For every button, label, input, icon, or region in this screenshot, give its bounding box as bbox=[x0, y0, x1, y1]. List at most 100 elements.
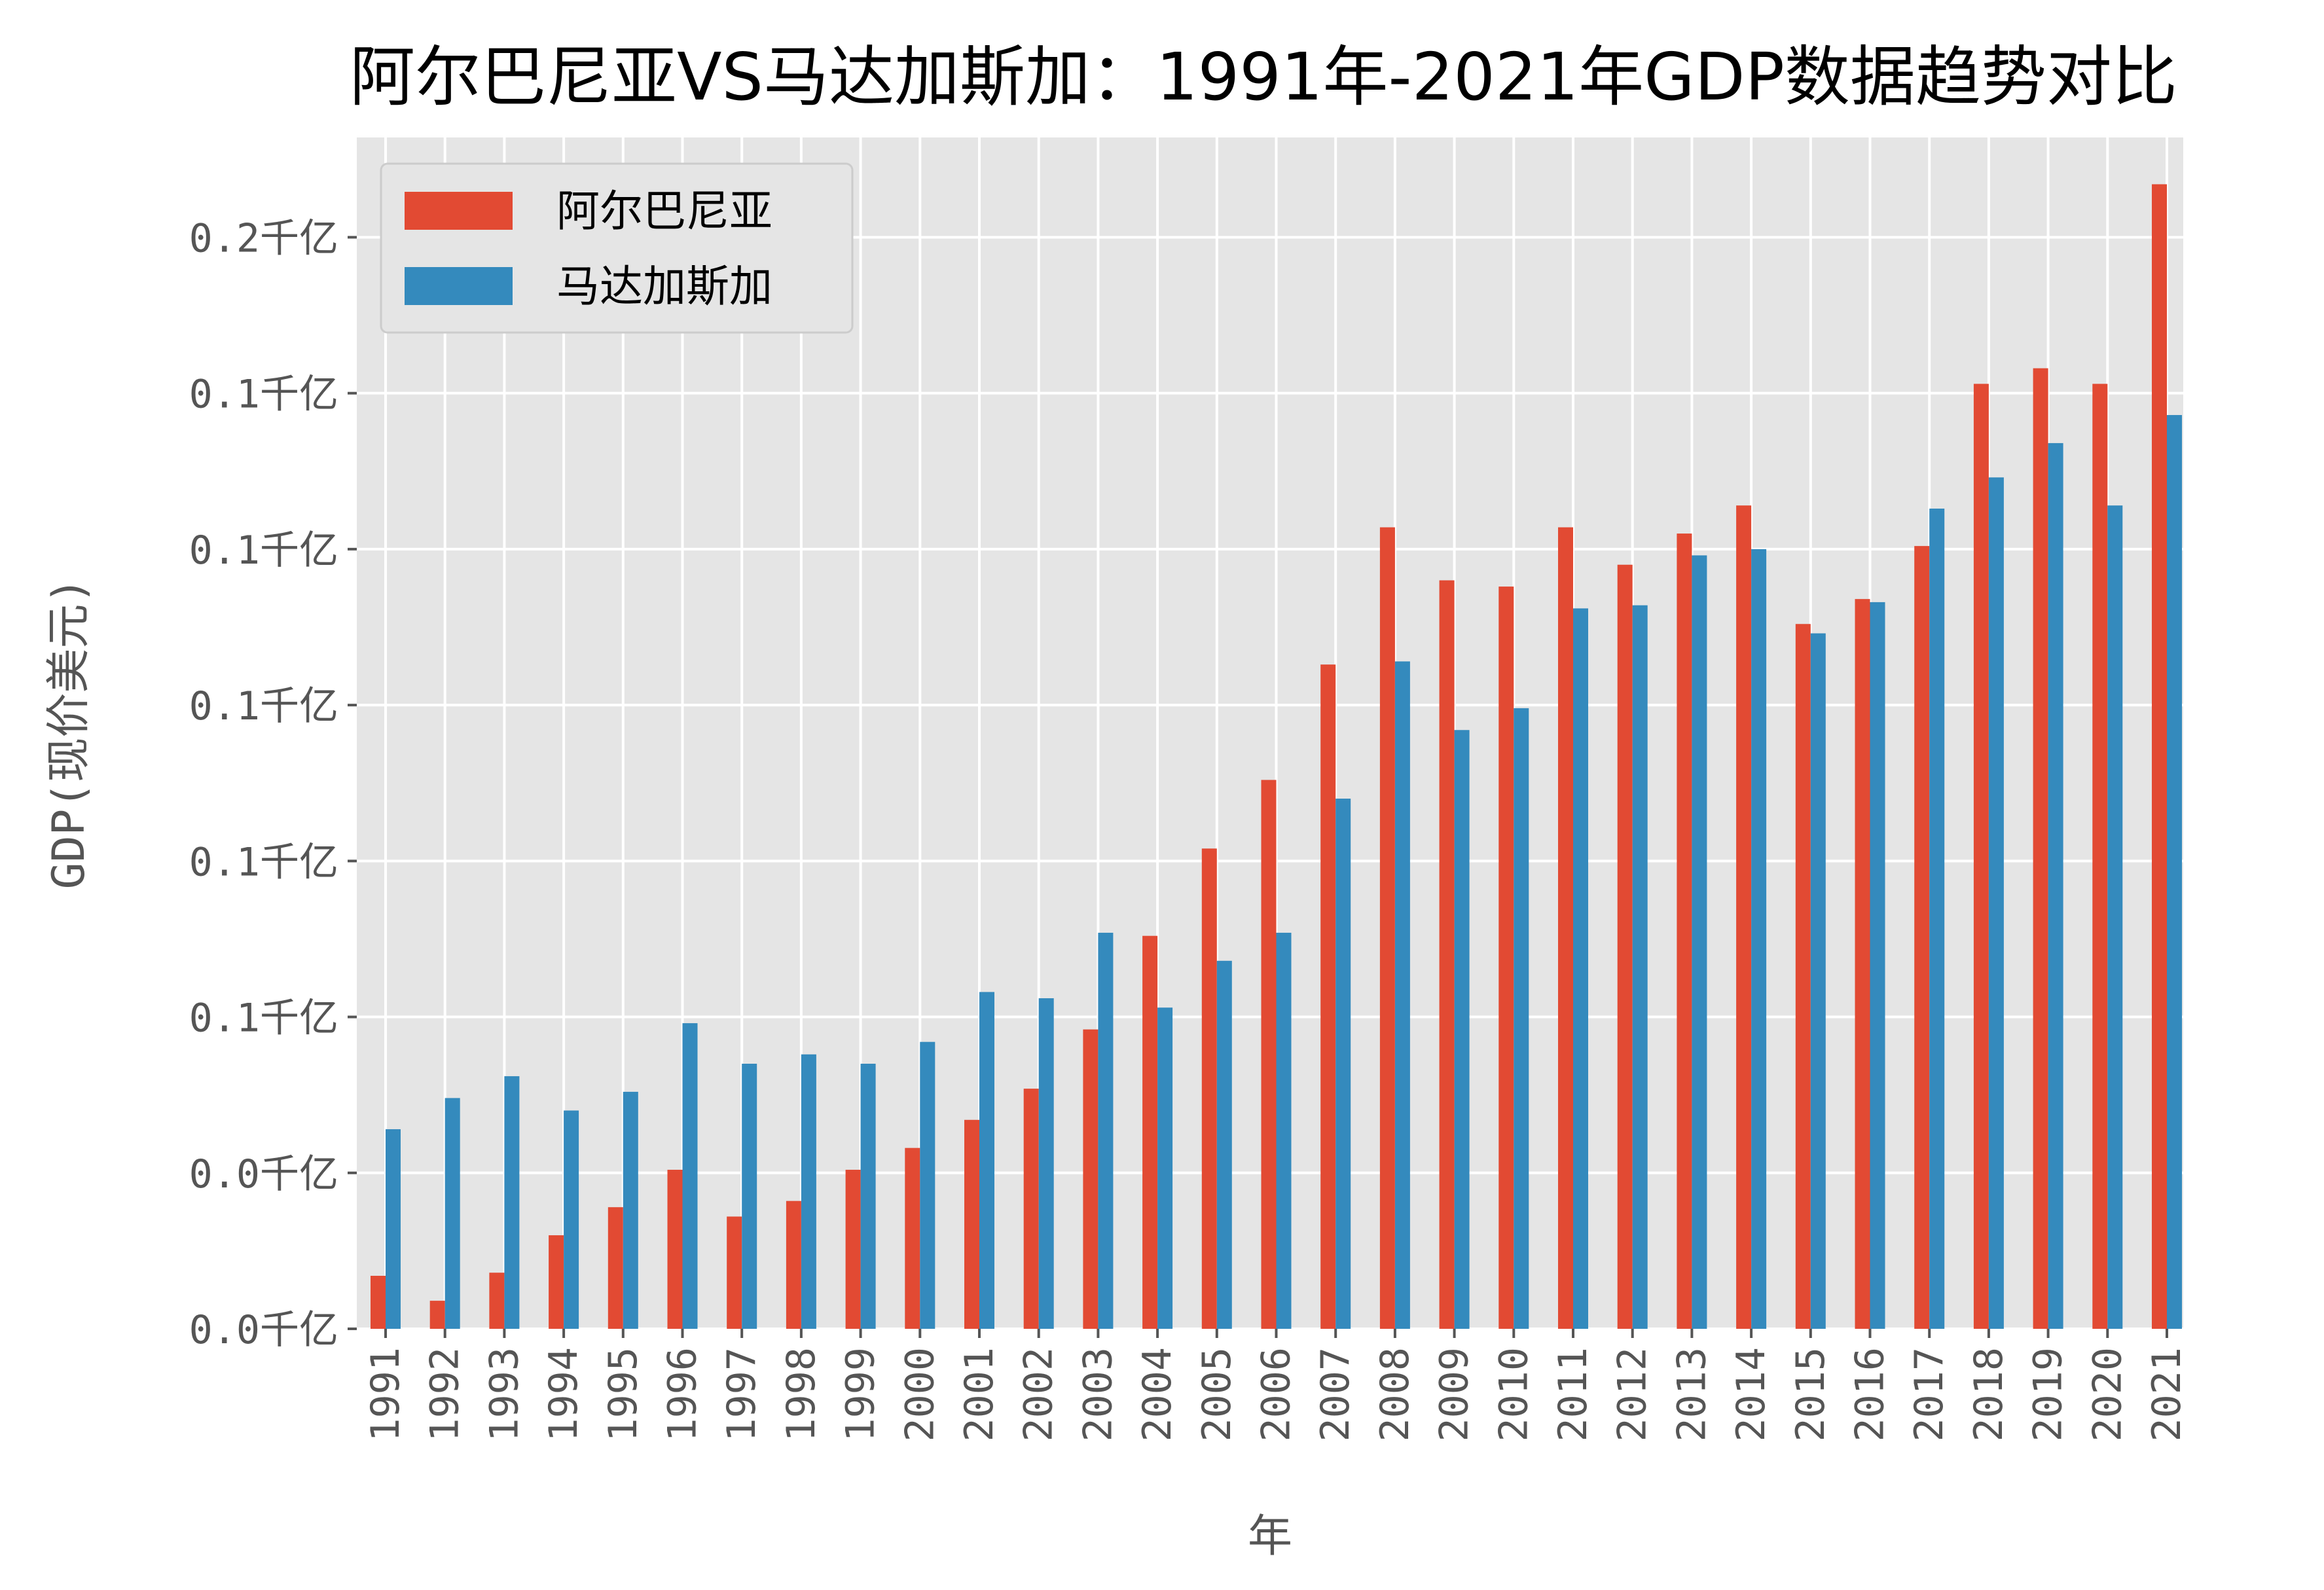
x-tick-label: 2007 bbox=[1313, 1347, 1358, 1442]
bar-albania-2009 bbox=[1439, 580, 1455, 1329]
y-tick-label: 0.1千亿 bbox=[189, 372, 338, 418]
bar-albania-2013 bbox=[1677, 533, 1692, 1329]
bar-madagascar-1993 bbox=[504, 1076, 520, 1329]
bar-albania-2004 bbox=[1142, 935, 1158, 1329]
bar-madagascar-2018 bbox=[1988, 477, 2004, 1329]
bar-albania-2016 bbox=[1855, 599, 1870, 1329]
bar-albania-1994 bbox=[549, 1235, 564, 1329]
x-tick-label: 1993 bbox=[481, 1347, 527, 1442]
bar-madagascar-2005 bbox=[1216, 960, 1232, 1329]
bar-albania-1999 bbox=[845, 1170, 861, 1329]
bar-madagascar-2004 bbox=[1157, 1007, 1173, 1329]
x-tick-label: 2012 bbox=[1610, 1347, 1656, 1442]
bar-albania-1992 bbox=[429, 1301, 445, 1329]
x-tick-label: 2020 bbox=[2084, 1347, 2130, 1442]
chart-title: 阿尔巴尼亚VS马达加斯加：1991年-2021年GDP数据趋势对比 bbox=[350, 39, 2177, 115]
x-tick-label: 2006 bbox=[1254, 1347, 1299, 1442]
bar-madagascar-1992 bbox=[445, 1098, 460, 1329]
bar-madagascar-1994 bbox=[564, 1110, 579, 1329]
x-tick-label: 2009 bbox=[1432, 1347, 1478, 1442]
x-tick-label: 2002 bbox=[1016, 1347, 1062, 1442]
x-tick-label: 2017 bbox=[1906, 1347, 1952, 1442]
bar-madagascar-2014 bbox=[1751, 549, 1767, 1329]
x-tick-label: 1995 bbox=[600, 1347, 646, 1442]
bar-albania-2007 bbox=[1320, 664, 1336, 1329]
x-axis-label: 年 bbox=[1248, 1511, 1292, 1563]
x-tick-label: 2021 bbox=[2144, 1347, 2190, 1442]
bar-albania-2020 bbox=[2092, 384, 2108, 1329]
y-axis-ticks: 0.0千亿 0.0千亿 0.1千亿 0.1千亿 0.1千亿 0.1千亿 0.1千亿 0.2千亿 bbox=[189, 215, 357, 1353]
bar-albania-2003 bbox=[1083, 1029, 1098, 1329]
bar-albania-2010 bbox=[1498, 587, 1514, 1329]
x-tick-label: 2004 bbox=[1135, 1347, 1180, 1442]
bar-madagascar-2010 bbox=[1514, 708, 1529, 1329]
y-tick-label: 0.0千亿 bbox=[189, 1307, 338, 1353]
x-axis-ticks: 1991 1992 1993 1994 1995 1996 1997 1998 1999 2000… bbox=[363, 1329, 2190, 1442]
bar-madagascar-1997 bbox=[742, 1064, 757, 1329]
legend-swatch-madagascar bbox=[405, 267, 513, 305]
x-tick-label: 2019 bbox=[2025, 1347, 2071, 1442]
bar-madagascar-2013 bbox=[1692, 555, 1707, 1329]
bar-albania-1996 bbox=[667, 1170, 683, 1329]
x-tick-label: 2003 bbox=[1075, 1347, 1121, 1442]
bars bbox=[371, 184, 2182, 1329]
bar-madagascar-2001 bbox=[979, 992, 994, 1329]
x-tick-label: 2000 bbox=[897, 1347, 943, 1442]
bar-madagascar-2011 bbox=[1573, 608, 1588, 1329]
x-tick-label: 2016 bbox=[1847, 1347, 1893, 1442]
x-tick-label: 2015 bbox=[1788, 1347, 1834, 1442]
bar-madagascar-2009 bbox=[1454, 730, 1470, 1329]
bar-albania-2005 bbox=[1201, 848, 1217, 1329]
bar-madagascar-2021 bbox=[2167, 415, 2182, 1329]
y-tick-label: 0.1千亿 bbox=[189, 683, 338, 729]
x-tick-label: 2005 bbox=[1194, 1347, 1240, 1442]
bar-albania-2017 bbox=[1914, 546, 1930, 1329]
bar-madagascar-2017 bbox=[1929, 508, 1945, 1329]
bar-madagascar-2006 bbox=[1276, 932, 1292, 1329]
y-tick-label: 0.0千亿 bbox=[189, 1151, 338, 1197]
x-tick-label: 1991 bbox=[363, 1347, 409, 1442]
y-tick-label: 0.1千亿 bbox=[189, 839, 338, 885]
bar-madagascar-2008 bbox=[1394, 661, 1410, 1329]
bar-madagascar-1991 bbox=[386, 1129, 401, 1329]
y-axis-label: GDP(现价美元) bbox=[43, 577, 95, 890]
bar-madagascar-1995 bbox=[623, 1091, 638, 1329]
x-tick-label: 1996 bbox=[660, 1347, 706, 1442]
legend-label-albania: 阿尔巴尼亚 bbox=[556, 186, 772, 236]
x-tick-label: 1994 bbox=[541, 1347, 587, 1442]
bar-albania-2002 bbox=[1023, 1089, 1039, 1329]
bar-madagascar-2019 bbox=[2048, 443, 2063, 1329]
bar-madagascar-2007 bbox=[1335, 799, 1351, 1329]
bar-madagascar-2000 bbox=[920, 1041, 935, 1329]
bar-madagascar-2012 bbox=[1632, 605, 1648, 1329]
x-tick-label: 2014 bbox=[1728, 1347, 1774, 1442]
x-tick-label: 1998 bbox=[778, 1347, 824, 1442]
y-tick-label: 0.2千亿 bbox=[189, 215, 338, 261]
bar-madagascar-1996 bbox=[682, 1023, 698, 1329]
y-tick-label: 0.1千亿 bbox=[189, 528, 338, 573]
bar-albania-2006 bbox=[1261, 780, 1277, 1329]
x-tick-label: 2008 bbox=[1372, 1347, 1418, 1442]
bar-madagascar-1999 bbox=[860, 1064, 876, 1329]
bar-albania-1997 bbox=[727, 1216, 742, 1329]
bar-madagascar-2020 bbox=[2107, 505, 2123, 1329]
bar-madagascar-2015 bbox=[1810, 633, 1826, 1329]
x-tick-label: 2018 bbox=[1966, 1347, 2012, 1442]
bar-albania-2012 bbox=[1617, 564, 1633, 1329]
bar-albania-2019 bbox=[2033, 368, 2048, 1329]
bar-albania-2011 bbox=[1558, 527, 1573, 1329]
legend-swatch-albania bbox=[405, 192, 513, 230]
x-tick-label: 1997 bbox=[719, 1347, 765, 1442]
bar-albania-2000 bbox=[905, 1147, 920, 1329]
x-tick-label: 2010 bbox=[1491, 1347, 1536, 1442]
legend-label-madagascar: 马达加斯加 bbox=[556, 261, 772, 312]
bar-madagascar-1998 bbox=[801, 1054, 816, 1329]
x-tick-label: 1992 bbox=[422, 1347, 468, 1442]
legend: 阿尔巴尼亚 马达加斯加 bbox=[380, 162, 854, 334]
x-tick-label: 2011 bbox=[1550, 1347, 1596, 1442]
bar-madagascar-2002 bbox=[1038, 998, 1054, 1329]
x-tick-label: 2013 bbox=[1669, 1347, 1715, 1442]
bar-albania-1995 bbox=[608, 1207, 623, 1329]
bar-albania-2008 bbox=[1379, 527, 1395, 1329]
y-tick-label: 0.1千亿 bbox=[189, 996, 338, 1041]
